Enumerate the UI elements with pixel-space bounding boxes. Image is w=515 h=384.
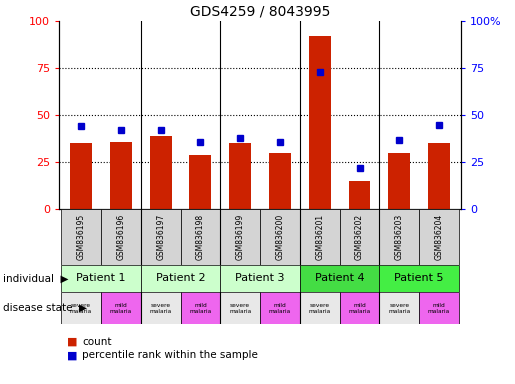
Bar <box>380 292 419 324</box>
Text: GSM836195: GSM836195 <box>77 214 85 260</box>
Bar <box>150 136 171 209</box>
Text: mild
malaria: mild malaria <box>269 303 291 314</box>
Bar <box>110 142 132 209</box>
Text: Patient 5: Patient 5 <box>394 273 444 283</box>
Text: individual  ▶: individual ▶ <box>3 273 68 283</box>
Bar <box>181 209 220 265</box>
Bar <box>61 292 101 324</box>
Text: Patient 3: Patient 3 <box>235 273 285 283</box>
Bar <box>101 209 141 265</box>
Text: GSM836204: GSM836204 <box>435 214 443 260</box>
Text: mild
malaria: mild malaria <box>428 303 450 314</box>
Bar <box>61 265 141 292</box>
Text: percentile rank within the sample: percentile rank within the sample <box>82 350 259 360</box>
Bar <box>260 292 300 324</box>
Bar <box>101 292 141 324</box>
Text: severe
malaria: severe malaria <box>229 303 251 314</box>
Bar <box>141 209 181 265</box>
Bar <box>339 292 380 324</box>
Text: severe
malaria: severe malaria <box>388 303 410 314</box>
Bar <box>380 265 459 292</box>
Bar <box>220 265 300 292</box>
Bar <box>141 292 181 324</box>
Text: GSM836201: GSM836201 <box>315 214 324 260</box>
Bar <box>190 155 211 209</box>
Bar <box>70 144 92 209</box>
Bar <box>380 209 419 265</box>
Bar <box>61 209 101 265</box>
Bar <box>428 144 450 209</box>
Bar <box>220 209 260 265</box>
Bar <box>300 265 380 292</box>
Text: GSM836200: GSM836200 <box>276 214 284 260</box>
Text: Patient 2: Patient 2 <box>156 273 205 283</box>
Text: severe
malaria: severe malaria <box>149 303 172 314</box>
Text: mild
malaria: mild malaria <box>110 303 132 314</box>
Text: GSM836196: GSM836196 <box>116 214 125 260</box>
Bar <box>229 144 251 209</box>
Bar <box>220 292 260 324</box>
Text: mild
malaria: mild malaria <box>348 303 371 314</box>
Text: ■: ■ <box>67 350 77 360</box>
Text: GSM836197: GSM836197 <box>156 214 165 260</box>
Text: severe
malaria: severe malaria <box>308 303 331 314</box>
Bar <box>300 292 339 324</box>
Bar <box>349 181 370 209</box>
Text: GSM836199: GSM836199 <box>236 214 245 260</box>
Text: count: count <box>82 337 112 347</box>
Text: GSM836198: GSM836198 <box>196 214 205 260</box>
Text: disease state  ▶: disease state ▶ <box>3 303 87 313</box>
Bar <box>300 209 339 265</box>
Bar <box>181 292 220 324</box>
Title: GDS4259 / 8043995: GDS4259 / 8043995 <box>190 5 330 18</box>
Text: GSM836202: GSM836202 <box>355 214 364 260</box>
Bar <box>141 265 220 292</box>
Bar <box>269 153 291 209</box>
Text: GSM836203: GSM836203 <box>395 214 404 260</box>
Text: Patient 4: Patient 4 <box>315 273 365 283</box>
Bar <box>419 292 459 324</box>
Bar <box>419 209 459 265</box>
Text: ■: ■ <box>67 337 77 347</box>
Text: Patient 1: Patient 1 <box>76 273 126 283</box>
Text: severe
malaria: severe malaria <box>70 303 92 314</box>
Bar <box>339 209 380 265</box>
Bar <box>388 153 410 209</box>
Text: mild
malaria: mild malaria <box>190 303 212 314</box>
Bar <box>309 36 331 209</box>
Bar <box>260 209 300 265</box>
